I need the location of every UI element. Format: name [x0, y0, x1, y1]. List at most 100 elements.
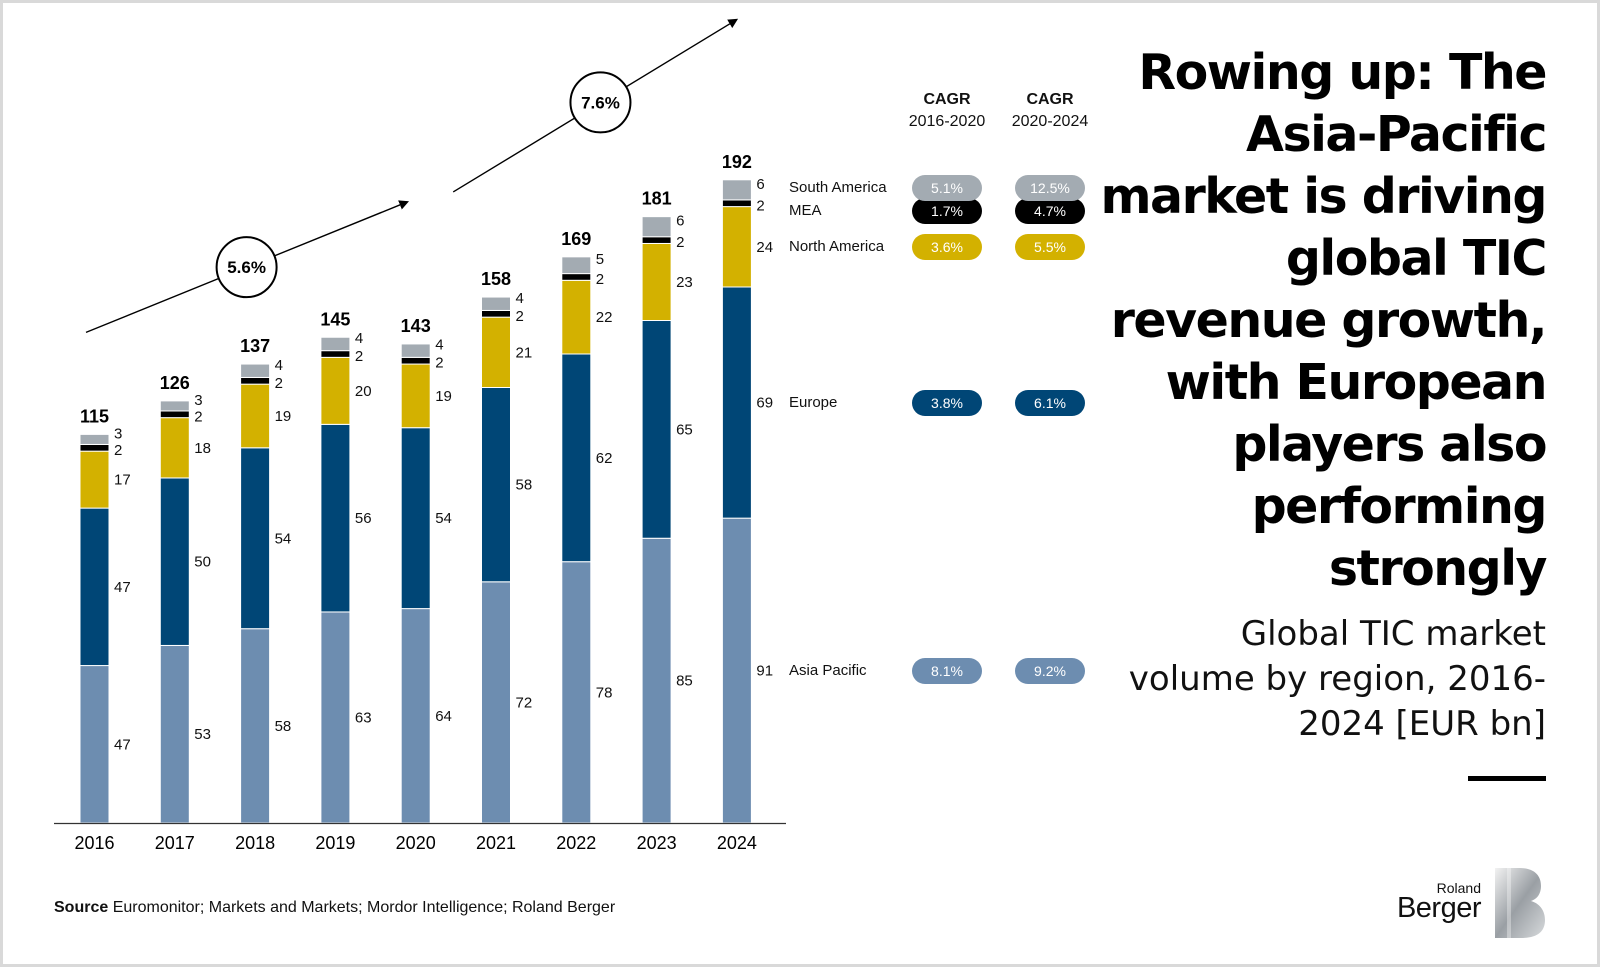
cagr-header-title: CAGR	[1026, 91, 1074, 108]
source-label: Source	[54, 899, 109, 916]
bar-segment-south-america-2018	[240, 363, 271, 378]
roland-berger-logo: Roland Berger	[1395, 866, 1547, 940]
data-label-2022-4: 5	[596, 251, 604, 268]
bar-segment-mea-2016	[79, 443, 110, 452]
cagr-pill-asia-pacific-2: 9.2%	[1015, 657, 1085, 684]
data-label-2023-4: 6	[676, 213, 684, 230]
total-label-2018: 137	[240, 336, 270, 356]
total-label-2021: 158	[481, 269, 511, 289]
data-label-2022-1: 62	[596, 450, 613, 467]
x-tick-label-2017: 2017	[155, 833, 195, 853]
data-label-2020-0: 64	[435, 708, 452, 725]
bar-segment-north-america-2022	[561, 279, 592, 355]
title-underline	[1468, 776, 1546, 781]
data-label-2017-1: 50	[194, 554, 211, 571]
cagr-pill-europe-2: 6.1%	[1015, 389, 1085, 416]
cagr-pill-mea-2: 4.7%	[1015, 198, 1085, 225]
cagr-header-2: CAGR 2020-2024	[995, 89, 1105, 133]
bar-segment-asia-pacific-2016	[79, 665, 110, 824]
data-label-2018-1: 54	[275, 530, 292, 547]
bar-segment-south-america-2020	[400, 343, 431, 358]
cagr-pill-europe-1: 3.8%	[912, 389, 982, 416]
total-label-2023: 181	[642, 189, 672, 209]
bar-segment-south-america-2019	[320, 336, 351, 352]
cagr-pill-south-america-2: 12.5%	[1015, 174, 1085, 201]
x-tick-label-2018: 2018	[235, 833, 275, 853]
bar-segment-south-america-2016	[79, 433, 110, 445]
total-label-2017: 126	[160, 373, 190, 393]
x-tick-label-2024: 2024	[717, 833, 757, 853]
bar-segment-north-america-2016	[79, 450, 110, 509]
data-label-2016-0: 47	[114, 736, 131, 753]
bar-segment-south-america-2022	[561, 256, 592, 275]
cagr-pill-asia-pacific-1: 8.1%	[912, 657, 982, 684]
bar-segment-north-america-2019	[320, 356, 351, 425]
x-tick-label-2023: 2023	[637, 833, 677, 853]
data-label-2018-0: 58	[275, 718, 292, 735]
bar-segment-mea-2018	[240, 376, 271, 385]
data-label-2019-2: 20	[355, 383, 372, 400]
bar-segment-mea-2021	[481, 309, 511, 318]
total-label-2022: 169	[561, 229, 591, 249]
bar-segment-asia-pacific-2018	[240, 628, 271, 824]
bar-segment-mea-2024	[721, 199, 752, 208]
source-text: Euromonitor; Markets and Markets; Mordor…	[112, 899, 616, 916]
bar-segment-mea-2022	[561, 273, 592, 281]
data-label-2019-0: 63	[355, 709, 372, 726]
data-label-2018-2: 19	[275, 408, 292, 425]
data-label-2021-0: 72	[516, 694, 533, 711]
bar-segment-asia-pacific-2021	[481, 581, 511, 824]
data-label-2022-3: 2	[596, 271, 604, 288]
data-label-2020-3: 2	[435, 355, 443, 372]
data-label-2016-1: 47	[114, 579, 131, 596]
total-label-2024: 192	[722, 152, 752, 172]
bar-segment-north-america-2021	[481, 316, 511, 388]
bar-segment-europe-2023	[641, 320, 672, 539]
x-tick-label-2020: 2020	[396, 833, 436, 853]
data-label-2020-4: 4	[435, 337, 443, 354]
total-label-2020: 143	[401, 316, 431, 336]
total-label-2016: 115	[80, 406, 109, 426]
data-label-2023-0: 85	[676, 673, 693, 690]
region-label-south-america: South America	[789, 178, 887, 196]
page-title: Rowing up: The Asia-Pacific market is dr…	[1100, 44, 1547, 597]
cagr-pill-south-america-1: 5.1%	[912, 174, 982, 201]
bar-segment-europe-2024	[721, 286, 752, 519]
data-label-2016-2: 17	[114, 472, 131, 489]
growth-circle-2016-2020	[215, 236, 278, 299]
bar-segment-mea-2017	[159, 410, 190, 419]
data-label-2021-2: 21	[516, 344, 533, 361]
region-label-europe: Europe	[789, 393, 838, 411]
roland-berger-b-mark-icon	[1495, 868, 1545, 938]
bar-segment-asia-pacific-2024	[721, 517, 752, 824]
data-label-2020-1: 54	[435, 510, 452, 527]
data-label-2023-1: 65	[676, 421, 693, 438]
x-tick-label-2019: 2019	[315, 833, 355, 853]
cagr-header-period: 2016-2020	[908, 113, 986, 130]
growth-label-2020-2024: 7.6%	[581, 93, 620, 112]
bar-segment-mea-2020	[400, 356, 431, 365]
bar-segment-europe-2016	[79, 507, 110, 667]
chart-subtitle: Global TIC market volume by region, 2016…	[1128, 614, 1546, 744]
data-label-2022-2: 22	[596, 309, 613, 326]
cagr-pill-mea-1: 1.7%	[912, 198, 982, 225]
bar-segment-europe-2020	[400, 427, 431, 610]
bar-segment-europe-2019	[320, 423, 351, 613]
bar-segment-europe-2022	[561, 353, 592, 563]
cagr-header-period: 2020-2024	[1011, 113, 1089, 130]
region-label-asia-pacific: Asia Pacific	[789, 661, 867, 679]
growth-label-2016-2020: 5.6%	[227, 258, 266, 277]
data-label-2024-4: 6	[756, 176, 764, 193]
data-label-2016-4: 3	[114, 425, 122, 442]
bar-segment-south-america-2023	[641, 216, 672, 238]
data-label-2021-4: 4	[516, 290, 524, 307]
data-label-2017-3: 2	[194, 408, 202, 425]
data-label-2024-2: 24	[756, 239, 773, 256]
bar-segment-north-america-2020	[400, 363, 431, 429]
bar-segment-asia-pacific-2019	[320, 611, 351, 824]
growth-circle-2020-2024	[569, 71, 632, 134]
data-label-2018-3: 2	[275, 375, 283, 392]
cagr-header-1: CAGR 2016-2020	[892, 89, 1002, 133]
data-label-2022-0: 78	[596, 684, 613, 701]
